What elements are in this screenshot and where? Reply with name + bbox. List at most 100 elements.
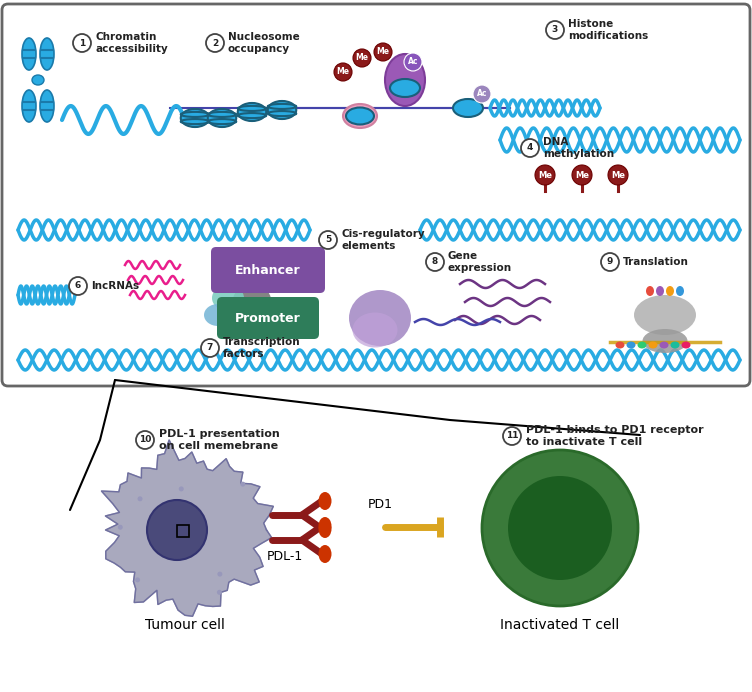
Ellipse shape (615, 341, 624, 349)
Ellipse shape (646, 286, 654, 296)
Text: lncRNAs: lncRNAs (91, 281, 139, 291)
Ellipse shape (208, 109, 236, 127)
Polygon shape (102, 440, 273, 617)
Circle shape (426, 253, 444, 271)
FancyBboxPatch shape (217, 297, 319, 339)
Ellipse shape (22, 90, 36, 122)
Ellipse shape (346, 107, 374, 125)
Circle shape (473, 85, 491, 103)
Text: Cis-regulatory
elements: Cis-regulatory elements (341, 228, 425, 251)
Ellipse shape (40, 90, 54, 122)
Text: Promoter: Promoter (235, 311, 301, 325)
Text: PD1: PD1 (368, 498, 393, 511)
Ellipse shape (204, 304, 232, 326)
Text: Ac: Ac (477, 89, 487, 98)
Ellipse shape (223, 310, 247, 330)
Circle shape (69, 277, 87, 295)
Text: 1: 1 (79, 39, 85, 48)
Text: PDL-1 presentation
on cell memebrane: PDL-1 presentation on cell memebrane (159, 428, 280, 451)
Ellipse shape (319, 520, 332, 538)
Circle shape (217, 572, 223, 576)
Text: Gene
expression: Gene expression (448, 251, 512, 273)
Ellipse shape (634, 295, 696, 335)
Circle shape (179, 486, 183, 491)
Circle shape (201, 339, 219, 357)
Text: Me: Me (611, 170, 625, 179)
Circle shape (608, 165, 628, 185)
Ellipse shape (32, 75, 44, 85)
Bar (177, 525, 189, 537)
Text: 10: 10 (139, 435, 151, 444)
Circle shape (521, 139, 539, 157)
Text: Translation: Translation (623, 257, 689, 267)
Ellipse shape (268, 101, 296, 119)
Circle shape (136, 431, 154, 449)
Text: Ac: Ac (408, 57, 418, 66)
Ellipse shape (671, 341, 680, 349)
Circle shape (206, 34, 224, 52)
Text: 6: 6 (75, 282, 81, 291)
Ellipse shape (676, 286, 684, 296)
Ellipse shape (648, 341, 657, 349)
Ellipse shape (660, 341, 669, 349)
Circle shape (508, 476, 612, 580)
Ellipse shape (681, 341, 690, 349)
Ellipse shape (656, 286, 664, 296)
Ellipse shape (319, 545, 332, 563)
Circle shape (319, 231, 337, 249)
Circle shape (404, 53, 422, 71)
Text: Me: Me (575, 170, 589, 179)
Ellipse shape (319, 517, 332, 535)
Text: 8: 8 (432, 257, 438, 266)
Text: Chromatin
accessibility: Chromatin accessibility (95, 32, 168, 55)
Circle shape (147, 500, 207, 560)
Ellipse shape (212, 285, 244, 311)
Text: Me: Me (356, 53, 368, 62)
Ellipse shape (353, 313, 398, 347)
Text: Me: Me (336, 68, 350, 77)
Circle shape (334, 63, 352, 81)
Ellipse shape (642, 329, 687, 353)
Ellipse shape (666, 286, 674, 296)
Circle shape (240, 482, 245, 486)
Circle shape (546, 21, 564, 39)
Text: Tumour cell: Tumour cell (145, 618, 225, 632)
Text: Nucleosome
occupancy: Nucleosome occupancy (228, 32, 300, 55)
FancyBboxPatch shape (211, 247, 325, 293)
Text: Me: Me (538, 170, 552, 179)
Circle shape (138, 496, 143, 501)
Text: 2: 2 (212, 39, 218, 48)
Text: Me: Me (377, 48, 390, 57)
Circle shape (503, 427, 521, 445)
Ellipse shape (238, 103, 266, 121)
Circle shape (572, 165, 592, 185)
Text: PDL-1 binds to PD1 receptor
to inactivate T cell: PDL-1 binds to PD1 receptor to inactivat… (526, 425, 704, 448)
Ellipse shape (390, 79, 420, 97)
Ellipse shape (385, 54, 425, 106)
Ellipse shape (638, 341, 647, 349)
Ellipse shape (233, 285, 271, 315)
Text: Transcription
factors: Transcription factors (223, 336, 301, 359)
Circle shape (353, 49, 371, 67)
Ellipse shape (319, 492, 332, 510)
Circle shape (118, 525, 123, 530)
Ellipse shape (343, 104, 377, 128)
Text: PDL-1: PDL-1 (267, 551, 303, 563)
Ellipse shape (40, 38, 54, 70)
Text: 3: 3 (552, 26, 558, 35)
Text: 9: 9 (607, 257, 613, 266)
Ellipse shape (626, 341, 635, 349)
Circle shape (535, 165, 555, 185)
Text: 11: 11 (506, 432, 518, 441)
Circle shape (482, 450, 638, 606)
Text: Inactivated T cell: Inactivated T cell (500, 618, 620, 632)
Ellipse shape (22, 38, 36, 70)
Ellipse shape (180, 109, 209, 127)
Text: 4: 4 (527, 143, 533, 152)
Ellipse shape (349, 290, 411, 346)
Circle shape (217, 590, 222, 595)
Text: DNA
methylation: DNA methylation (543, 136, 614, 159)
Text: 7: 7 (207, 343, 213, 352)
Circle shape (73, 34, 91, 52)
Ellipse shape (453, 99, 483, 117)
